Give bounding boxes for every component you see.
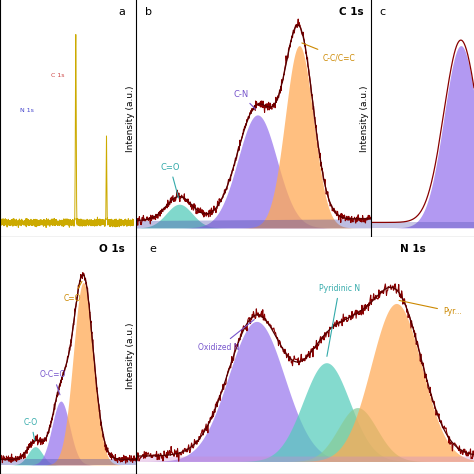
Text: N 1s: N 1s xyxy=(400,244,425,254)
Text: C 1s: C 1s xyxy=(339,7,364,17)
Text: b: b xyxy=(146,7,153,17)
Text: C 1s: C 1s xyxy=(51,73,64,78)
X-axis label: Binding energy
(eV): Binding energy (eV) xyxy=(39,247,97,266)
Text: C=O: C=O xyxy=(160,163,180,198)
Text: N 1s: N 1s xyxy=(20,108,34,113)
Text: C-C/C=C: C-C/C=C xyxy=(302,43,355,62)
Text: O-C=O: O-C=O xyxy=(40,370,66,395)
Text: Pyridinic N: Pyridinic N xyxy=(319,284,360,356)
Text: e: e xyxy=(150,244,156,254)
Text: Oxidized N: Oxidized N xyxy=(198,319,255,352)
Text: C-O: C-O xyxy=(24,418,38,440)
X-axis label: Binding energy (eV): Binding energy (eV) xyxy=(208,252,299,261)
Y-axis label: Intensity (a.u.): Intensity (a.u.) xyxy=(126,85,135,152)
Y-axis label: Intensity (a.u.): Intensity (a.u.) xyxy=(360,85,369,152)
Text: C-N: C-N xyxy=(233,90,255,109)
Y-axis label: Intensity (a.u.): Intensity (a.u.) xyxy=(126,322,135,389)
Text: a: a xyxy=(118,7,125,17)
Text: Pyr...: Pyr... xyxy=(399,301,462,316)
Text: c: c xyxy=(379,7,385,17)
X-axis label: Bin...: Bin... xyxy=(413,252,431,257)
Text: C=O: C=O xyxy=(64,282,82,303)
Text: O 1s: O 1s xyxy=(100,244,125,254)
